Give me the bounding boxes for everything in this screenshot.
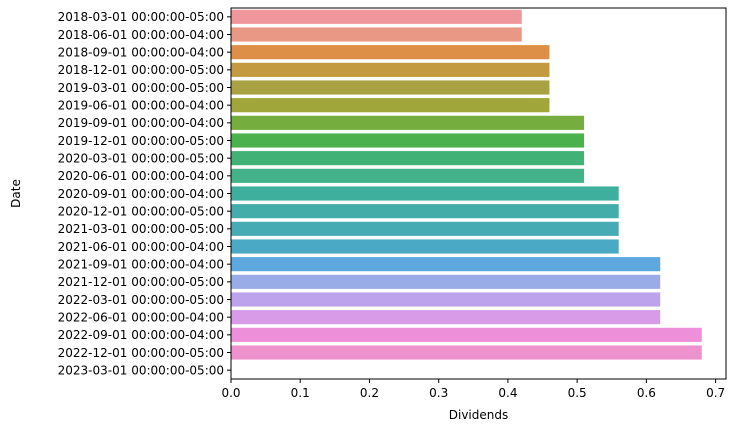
y-tick-label: 2018-03-01 00:00:00-05:00 <box>58 10 224 24</box>
bar-4 <box>231 80 550 95</box>
bar-2 <box>231 45 550 60</box>
y-tick-label: 2019-09-01 00:00:00-04:00 <box>58 116 224 130</box>
bar-3 <box>231 62 550 77</box>
bar-0 <box>231 9 522 24</box>
bar-18 <box>231 327 702 342</box>
x-tick-label: 0.6 <box>637 386 656 400</box>
y-tick-label: 2021-09-01 00:00:00-04:00 <box>58 257 224 271</box>
bar-12 <box>231 221 619 236</box>
y-tick-label: 2021-03-01 00:00:00-05:00 <box>58 222 224 236</box>
y-tick-label: 2020-03-01 00:00:00-05:00 <box>58 151 224 165</box>
bar-13 <box>231 239 619 254</box>
plot-frame <box>230 7 727 380</box>
x-tick-label: 0.1 <box>291 386 310 400</box>
bar-17 <box>231 310 661 325</box>
bar-5 <box>231 98 550 113</box>
x-tick-label: 0.2 <box>360 386 379 400</box>
bar-14 <box>231 257 661 272</box>
x-tick-label: 0.0 <box>221 386 240 400</box>
y-axis-ticks: 2018-03-01 00:00:00-05:00 2018-06-01 00:0… <box>58 10 231 377</box>
y-tick-label: 2022-12-01 00:00:00-05:00 <box>58 346 224 360</box>
y-tick-label: 2020-12-01 00:00:00-05:00 <box>58 204 224 218</box>
y-axis-label: Date <box>9 179 23 208</box>
bar-1 <box>231 27 522 42</box>
bar-15 <box>231 274 661 289</box>
y-tick-label: 2018-09-01 00:00:00-04:00 <box>58 45 224 59</box>
y-tick-label: 2021-06-01 00:00:00-04:00 <box>58 240 224 254</box>
x-axis-label: Dividends <box>449 408 508 422</box>
bar-9 <box>231 168 585 183</box>
bar-10 <box>231 186 619 201</box>
x-tick-label: 0.4 <box>498 386 517 400</box>
y-tick-label: 2022-09-01 00:00:00-04:00 <box>58 328 224 342</box>
bar-16 <box>231 292 661 307</box>
x-tick-label: 0.3 <box>429 386 448 400</box>
y-tick-label: 2023-03-01 00:00:00-05:00 <box>58 363 224 377</box>
y-tick-label: 2020-09-01 00:00:00-04:00 <box>58 187 224 201</box>
y-tick-label: 2022-06-01 00:00:00-04:00 <box>58 310 224 324</box>
bar-19 <box>231 345 702 360</box>
x-tick-label: 0.7 <box>706 386 725 400</box>
y-tick-label: 2018-12-01 00:00:00-05:00 <box>58 63 224 77</box>
y-tick-label: 2019-03-01 00:00:00-05:00 <box>58 81 224 95</box>
y-tick-label: 2020-06-01 00:00:00-04:00 <box>58 169 224 183</box>
bar-6 <box>231 115 585 130</box>
y-tick-label: 2021-12-01 00:00:00-05:00 <box>58 275 224 289</box>
y-tick-label: 2019-12-01 00:00:00-05:00 <box>58 134 224 148</box>
bars-group <box>231 9 702 360</box>
x-axis-ticks: 0.0 0.1 0.2 0.3 0.4 0.5 0.6 0.7 <box>221 379 725 400</box>
x-tick-label: 0.5 <box>568 386 587 400</box>
bar-11 <box>231 204 619 219</box>
bar-7 <box>231 133 585 148</box>
y-tick-label: 2018-06-01 00:00:00-04:00 <box>58 28 224 42</box>
y-tick-label: 2019-06-01 00:00:00-04:00 <box>58 98 224 112</box>
y-tick-label: 2022-03-01 00:00:00-05:00 <box>58 293 224 307</box>
bar-8 <box>231 151 585 166</box>
